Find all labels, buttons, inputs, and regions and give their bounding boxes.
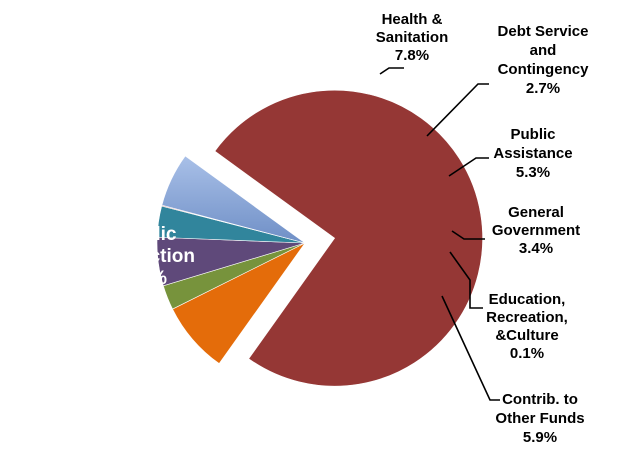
slice-name-line: and bbox=[530, 42, 557, 59]
slice-value-label: 7.8% bbox=[395, 47, 429, 64]
slice-name-line: Assistance bbox=[493, 145, 572, 162]
slice-name-line: Protection bbox=[101, 246, 195, 267]
data-label-health-sanitation: Health & Sanitation 7.8% bbox=[376, 11, 449, 64]
data-label-education-recreation-culture: Education, Recreation, &Culture 0.1% bbox=[486, 291, 568, 362]
pie-slices bbox=[156, 89, 483, 387]
slice-name-line: Health & bbox=[382, 11, 443, 28]
slice-name-line: Public bbox=[510, 126, 555, 143]
data-label-contrib-to-other-funds: Contrib. to Other Funds 5.9% bbox=[495, 391, 584, 446]
leader-line-1 bbox=[379, 67, 404, 75]
leader-lines bbox=[379, 67, 500, 401]
slice-value-label: 5.3% bbox=[516, 164, 550, 181]
slice-value-label: 75% bbox=[129, 268, 167, 289]
slice-name-line: Contingency bbox=[498, 61, 589, 78]
slice-name-line: Contrib. to bbox=[502, 391, 578, 408]
slice-name-line: Government bbox=[492, 222, 580, 239]
slice-labels: Public Protection 75%Health & Sanitation 7.8… bbox=[101, 11, 589, 446]
slice-name-line: Sanitation bbox=[376, 29, 449, 46]
data-label-debt-service-and-contingency: Debt Service and Contingency 2.7% bbox=[498, 23, 590, 97]
slice-value-label: 2.7% bbox=[526, 80, 560, 97]
slice-name-line: General bbox=[508, 204, 564, 221]
slice-value-label: 0.1% bbox=[510, 345, 544, 362]
slice-name-line: Recreation, bbox=[486, 309, 568, 326]
pie-slice-public-protection bbox=[214, 89, 483, 387]
leader-line-2 bbox=[426, 83, 489, 137]
slice-name-line: Other Funds bbox=[495, 410, 584, 427]
slice-name-line: Education, bbox=[489, 291, 566, 308]
slice-value-label: 5.9% bbox=[523, 429, 557, 446]
leader-line-6 bbox=[441, 295, 500, 401]
leader-line-5 bbox=[449, 251, 483, 309]
pie-slice-contrib-to-other-funds bbox=[161, 155, 306, 244]
data-label-general-government: General Government 3.4% bbox=[492, 204, 580, 257]
leader-line-4 bbox=[451, 230, 485, 240]
data-label-public-assistance: Public Assistance 5.3% bbox=[493, 126, 572, 181]
slice-name-line: Public bbox=[119, 224, 176, 245]
slice-name-line: Debt Service bbox=[498, 23, 589, 40]
slice-value-label: 3.4% bbox=[519, 240, 553, 257]
leader-line-3 bbox=[448, 157, 489, 177]
data-label-public-protection: Public Protection 75% bbox=[101, 224, 195, 289]
slice-name-line: &Culture bbox=[495, 327, 558, 344]
